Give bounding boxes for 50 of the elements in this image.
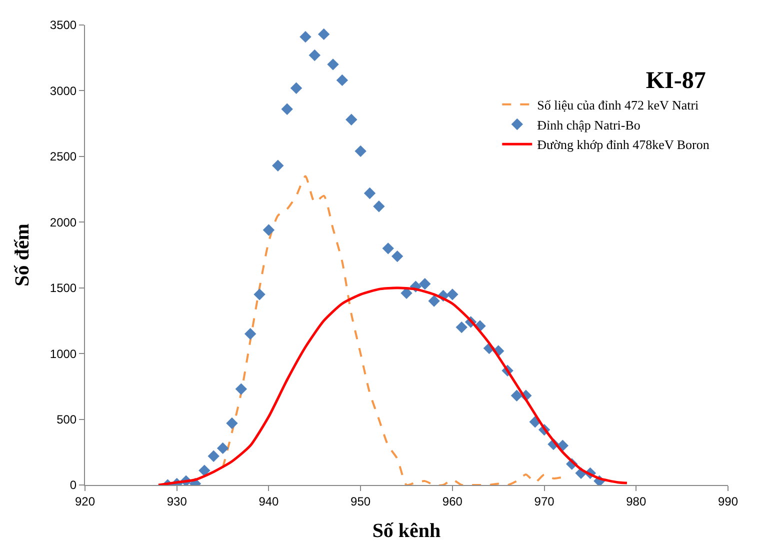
point bbox=[336, 74, 348, 86]
point bbox=[373, 200, 385, 212]
point bbox=[456, 321, 468, 334]
point bbox=[419, 278, 431, 290]
y-axis-title: Số đếm bbox=[11, 223, 34, 286]
x-tick-label: 930 bbox=[166, 494, 188, 508]
point bbox=[226, 417, 238, 430]
point bbox=[262, 224, 275, 236]
y-tick-label: 1000 bbox=[50, 346, 77, 361]
x-tick-label: 940 bbox=[258, 494, 280, 508]
point bbox=[290, 82, 302, 94]
point bbox=[235, 383, 248, 395]
x-axis-title: Số kênh bbox=[372, 520, 441, 542]
legend-label: Số liệu của đỉnh 472 keV Natri bbox=[537, 97, 700, 112]
point bbox=[382, 242, 394, 254]
x-tick-label: 920 bbox=[74, 494, 96, 508]
legend-label: Đường khớp đỉnh 478keV Boron bbox=[537, 137, 710, 152]
point bbox=[510, 390, 523, 402]
point bbox=[216, 442, 229, 454]
x-tick-label: 960 bbox=[442, 494, 463, 508]
point bbox=[281, 103, 293, 115]
point bbox=[254, 288, 266, 300]
x-tick-label: 950 bbox=[350, 494, 371, 508]
point bbox=[272, 160, 284, 172]
legend-label: Đỉnh chập Natri-Bo bbox=[537, 117, 640, 132]
y-tick-label: 2000 bbox=[50, 215, 77, 230]
y-tick-label: 0 bbox=[70, 478, 77, 492]
point bbox=[346, 114, 358, 126]
y-tick-label: 3500 bbox=[50, 18, 77, 32]
x-tick-label: 990 bbox=[718, 494, 738, 508]
point bbox=[428, 295, 440, 307]
text: KI-87 bbox=[646, 68, 706, 94]
y-tick-label: 2500 bbox=[50, 150, 77, 164]
line-series bbox=[222, 175, 564, 485]
point bbox=[244, 328, 256, 340]
x-tick-label: 980 bbox=[626, 494, 646, 508]
point bbox=[318, 28, 330, 40]
point bbox=[391, 250, 404, 262]
point bbox=[208, 450, 220, 462]
point bbox=[300, 30, 312, 43]
point bbox=[354, 145, 366, 158]
point bbox=[308, 49, 320, 62]
y-tick-label: 1500 bbox=[50, 281, 77, 296]
point bbox=[327, 58, 339, 70]
point bbox=[364, 187, 376, 200]
y-tick-label: 3000 bbox=[50, 84, 77, 98]
y-tick-label: 500 bbox=[56, 412, 77, 426]
point bbox=[446, 288, 458, 300]
x-tick-label: 970 bbox=[534, 494, 555, 508]
point bbox=[198, 464, 210, 476]
